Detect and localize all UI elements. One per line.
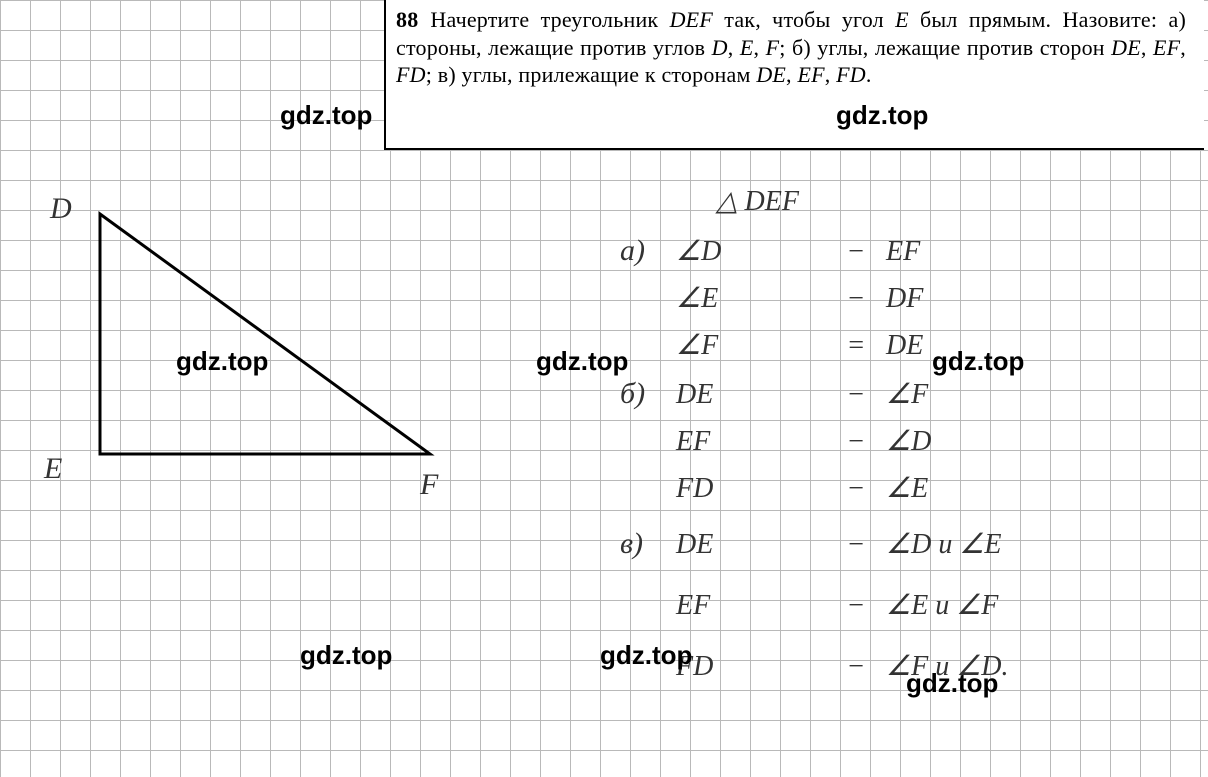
- watermark: gdz.top: [932, 346, 1024, 377]
- answer-a-row1: а) ∠D − EF: [620, 227, 1180, 275]
- watermark: gdz.top: [536, 346, 628, 377]
- vertex-label-f: F: [420, 468, 438, 502]
- answer-v-row1: в) DE − ∠D и ∠E: [620, 520, 1180, 568]
- problem-text: 88Начертите треугольник DEF так, чтобы у…: [396, 6, 1186, 89]
- triangle-shape: [100, 214, 430, 454]
- problem-box: 88Начертите треугольник DEF так, чтобы у…: [384, 0, 1204, 150]
- answer-b-row3: FD − ∠E: [620, 467, 1180, 512]
- watermark: gdz.top: [836, 100, 928, 131]
- watermark: gdz.top: [906, 668, 998, 699]
- answer-b-row1: б) DE − ∠F: [620, 370, 1180, 418]
- answer-b-row2: EF − ∠D: [620, 420, 1180, 465]
- watermark: gdz.top: [300, 640, 392, 671]
- answer-v-row2: EF − ∠E и ∠F: [620, 584, 1180, 629]
- watermark: gdz.top: [280, 100, 372, 131]
- vertex-label-e: E: [44, 452, 62, 486]
- vertex-label-d: D: [50, 192, 72, 226]
- watermark: gdz.top: [600, 640, 692, 671]
- answer-a-row3: ∠F = DE: [620, 324, 1180, 369]
- answer-a-row2: ∠E − DF: [620, 277, 1180, 322]
- watermark: gdz.top: [176, 346, 268, 377]
- problem-number: 88: [396, 7, 418, 32]
- answers-block: △ DEF а) ∠D − EF ∠E − DF ∠F = DE б) DE −…: [620, 180, 1180, 692]
- answer-title: △ DEF: [620, 180, 1180, 225]
- answer-v-row3: FD − ∠F и ∠D.: [620, 645, 1180, 690]
